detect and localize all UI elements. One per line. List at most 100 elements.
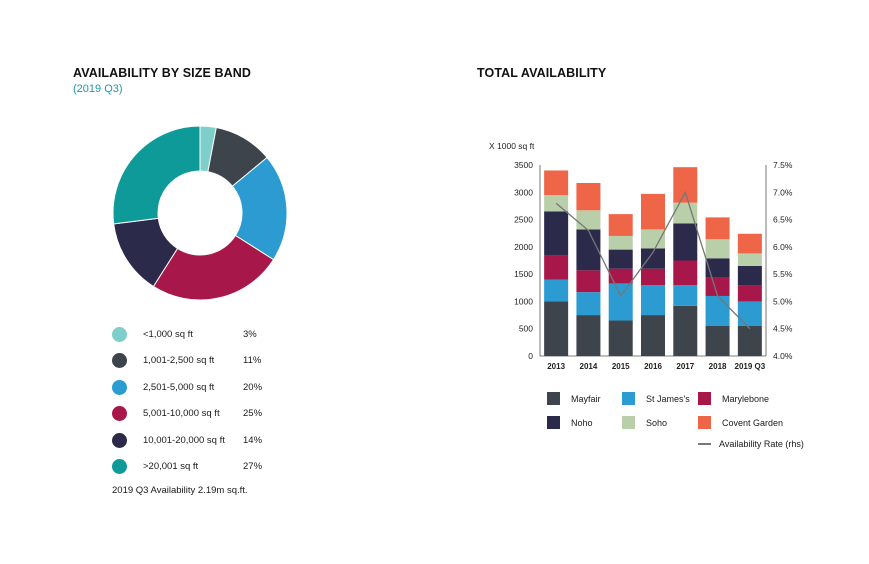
y2-tick-label: 7.0%	[773, 187, 793, 197]
legend-swatch	[622, 416, 635, 429]
y2-tick-label: 7.5%	[773, 160, 793, 170]
donut-legend-item: 1,001-2,500 sq ft 11%	[112, 352, 261, 370]
y-tick-label: 1500	[514, 269, 533, 279]
bar-segment-soho	[576, 210, 601, 230]
donut-legend-item: >20,001 sq ft 27%	[112, 458, 262, 476]
bar-legend-item: Covent Garden	[698, 416, 783, 429]
legend-percent: 11%	[243, 355, 262, 366]
legend-swatch	[112, 379, 127, 395]
legend-percent: 25%	[243, 408, 263, 419]
bar-legend-item: Soho	[622, 416, 667, 429]
availability-rate-line	[555, 190, 751, 330]
bar-chart-title: TOTAL AVAILABILITY	[477, 66, 607, 80]
legend-swatch	[547, 416, 560, 429]
legend-swatch	[112, 432, 127, 448]
bar-segment-mayfair	[705, 325, 730, 356]
legend-swatch	[698, 392, 711, 405]
bar-segment-covent-garden	[608, 214, 633, 236]
legend-label: Mayfair	[571, 393, 601, 404]
bar-segment-st-james-s	[641, 285, 665, 316]
legend-swatch	[112, 406, 127, 421]
bar-segment-mayfair	[576, 315, 601, 356]
donut-slice-5	[112, 125, 201, 225]
bar-legend-item: Mayfair	[547, 392, 601, 405]
bar-segment-marylebone	[705, 277, 730, 296]
x-tick-label: 2015	[612, 362, 630, 371]
bar-segment-noho	[608, 249, 633, 269]
y2-tick-label: 4.0%	[773, 351, 793, 361]
x-tick-label: 2014	[580, 362, 598, 371]
bar-segment-soho	[641, 229, 665, 249]
legend-label: 5,001-10,000 sq ft	[143, 408, 220, 419]
y-tick-label: 500	[519, 324, 533, 334]
legend-percent: 20%	[243, 381, 263, 393]
donut-chart-subtitle: (2019 Q3)	[73, 83, 123, 95]
y-tick-label: 2000	[514, 242, 533, 252]
bar-segment-noho	[737, 265, 762, 286]
legend-percent: 3%	[243, 328, 257, 340]
donut-chart-title: AVAILABILITY BY SIZE BAND	[73, 66, 251, 80]
legend-label: Covent Garden	[722, 417, 784, 428]
legend-swatch	[622, 392, 635, 405]
bar-segment-marylebone	[608, 268, 633, 284]
donut-legend-item: 10,001-20,000 sq ft 14%	[112, 431, 262, 449]
legend-label: 2,501-5,000 sq ft	[143, 381, 215, 393]
y-tick-label: 3500	[514, 160, 533, 170]
legend-label: >20,001 sq ft	[143, 461, 199, 472]
legend-label: 10,001-20,000 sq ft	[143, 434, 225, 446]
x-tick-label: 2019 Q3	[735, 362, 766, 371]
legend-swatch	[112, 459, 127, 474]
y2-tick-label: 6.0%	[773, 242, 793, 252]
legend-swatch	[698, 416, 711, 429]
bar-segment-soho	[673, 202, 698, 224]
bar-segment-noho	[544, 211, 569, 256]
legend-swatch	[547, 392, 560, 405]
y-axis-label: X 1000 sq ft	[489, 141, 535, 151]
bar-segment-covent-garden	[544, 170, 569, 196]
bar-segment-marylebone	[641, 268, 665, 286]
donut-legend-item: 5,001-10,000 sq ft 25%	[112, 405, 262, 423]
y-tick-label: 0	[528, 351, 533, 361]
donut-chart	[112, 125, 288, 301]
legend-label: Availability Rate (rhs)	[719, 439, 804, 449]
donut-legend-item: 2,501-5,000 sq ft 20%	[112, 378, 262, 396]
y2-tick-label: 4.5%	[773, 324, 793, 334]
x-tick-label: 2016	[644, 362, 662, 371]
bar-segment-noho	[576, 229, 601, 271]
legend-label: Noho	[571, 417, 593, 428]
y-tick-label: 1000	[514, 296, 533, 306]
bar-segment-mayfair	[608, 320, 633, 356]
legend-percent: 27%	[243, 461, 263, 472]
bar-legend-item: Marylebone	[698, 392, 769, 405]
bar-segment-marylebone	[737, 285, 762, 302]
bar-segment-st-james-s	[544, 279, 569, 302]
x-tick-label: 2013	[547, 362, 565, 371]
donut-slice-2	[231, 156, 288, 261]
bar-segment-st-james-s	[608, 283, 633, 321]
availability-footnote: 2019 Q3 Availability 2.19m sq.ft.	[112, 485, 248, 496]
bar-segment-noho	[705, 258, 730, 278]
bar-legend-item-rate: Availability Rate (rhs)	[698, 439, 804, 449]
bar-segment-covent-garden	[705, 217, 730, 240]
stacked-bar-chart: X 1000 sq ft 0 500 1000 1500 2000 2500 3000 3500…	[489, 141, 793, 371]
legend-swatch	[112, 326, 127, 342]
bar-segment-soho	[608, 235, 633, 250]
legend-line-swatch	[698, 443, 711, 445]
bar-segment-noho	[673, 223, 698, 261]
bar-segment-covent-garden	[737, 233, 762, 254]
legend-swatch	[112, 353, 127, 368]
bar-segment-noho	[641, 248, 665, 269]
bar-legend-item: Noho	[547, 416, 593, 429]
legend-label: Marylebone	[722, 393, 770, 404]
legend-label: <1,000 sq ft	[143, 328, 193, 340]
bar-segment-covent-garden	[576, 183, 601, 211]
legend-label: 1,001-2,500 sq ft	[143, 355, 215, 366]
y2-tick-label: 6.5%	[773, 215, 793, 225]
donut-legend-item: <1,000 sq ft 3%	[112, 325, 257, 343]
bar-legend-item: St James's	[622, 392, 690, 405]
legend-label: St James's	[646, 393, 690, 404]
bar-segment-st-james-s	[705, 295, 730, 326]
donut-slice-3	[152, 234, 275, 301]
y-tick-label: 3000	[514, 187, 533, 197]
bar-segment-mayfair	[737, 325, 762, 356]
